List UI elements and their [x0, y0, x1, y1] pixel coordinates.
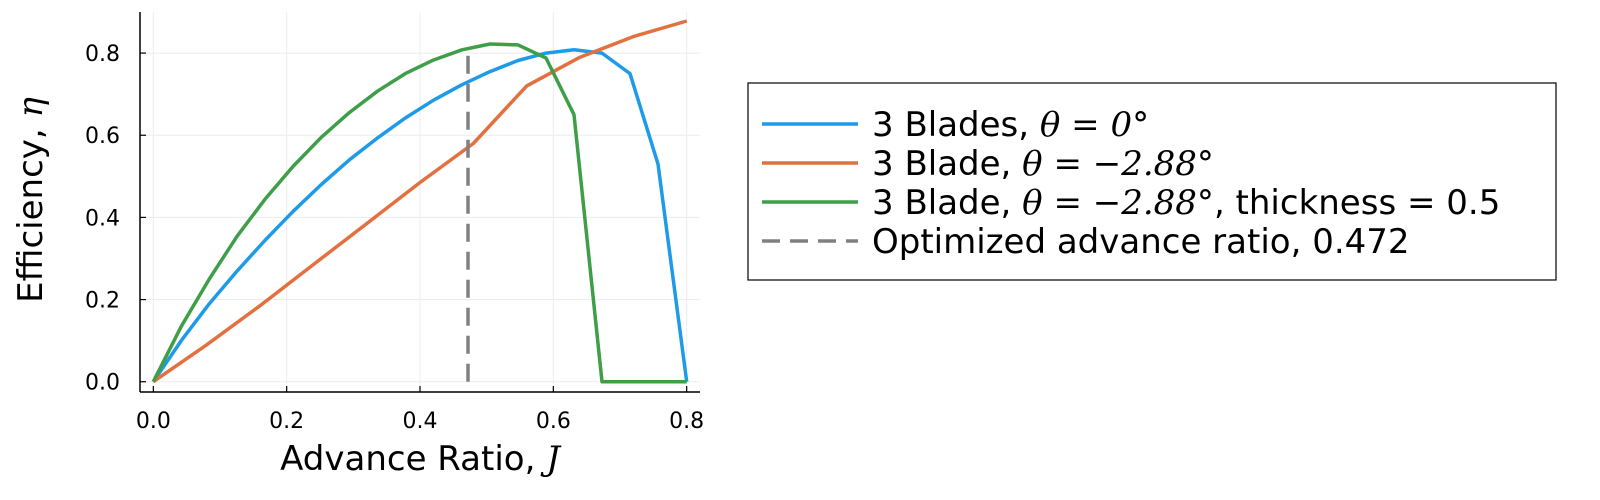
- grid: [140, 12, 700, 392]
- y-tick-label: 0.6: [85, 124, 120, 149]
- legend-label-3: 3 Blade, θ = −2.88°, thickness = 0.5: [872, 183, 1500, 223]
- series-line-2: [152, 19, 688, 384]
- legend-label-2: 3 Blade, θ = −2.88°: [872, 144, 1214, 184]
- x-tick-label: 0.2: [269, 409, 304, 434]
- series-line-1: [151, 48, 689, 383]
- legend-label-4: Optimized advance ratio, 0.472: [872, 222, 1410, 262]
- y-tick-label: 0.0: [85, 371, 120, 396]
- legend: 3 Blades, θ = 0°3 Blade, θ = −2.88°3 Bla…: [747, 82, 1557, 281]
- y-tick-label: 0.8: [85, 42, 120, 67]
- y-axis-title: Efficiency, η: [11, 96, 51, 302]
- series-lines: [151, 19, 689, 384]
- series-line-3: [151, 42, 687, 384]
- y-tick-label: 0.4: [85, 206, 120, 231]
- x-tick-label: 0.8: [669, 409, 704, 434]
- legend-label-1: 3 Blades, θ = 0°: [872, 105, 1149, 145]
- x-tick-label: 0.0: [136, 409, 171, 434]
- x-tick-label: 0.6: [536, 409, 571, 434]
- legend-box: [747, 82, 1557, 281]
- x-tick-label: 0.4: [403, 409, 438, 434]
- ticks: 0.0 0.2 0.4 0.6 0.8 0.0 0.2 0.4 0.6 0.8: [85, 42, 704, 434]
- x-axis-title: Advance Ratio, J: [280, 439, 562, 479]
- y-tick-label: 0.2: [85, 289, 120, 314]
